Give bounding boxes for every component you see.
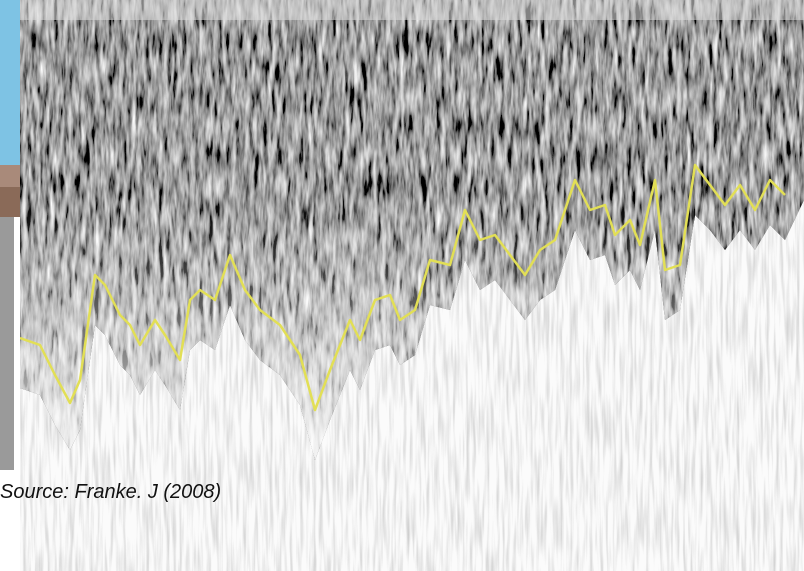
source-caption: Source: Franke. J (2008) (0, 481, 222, 503)
